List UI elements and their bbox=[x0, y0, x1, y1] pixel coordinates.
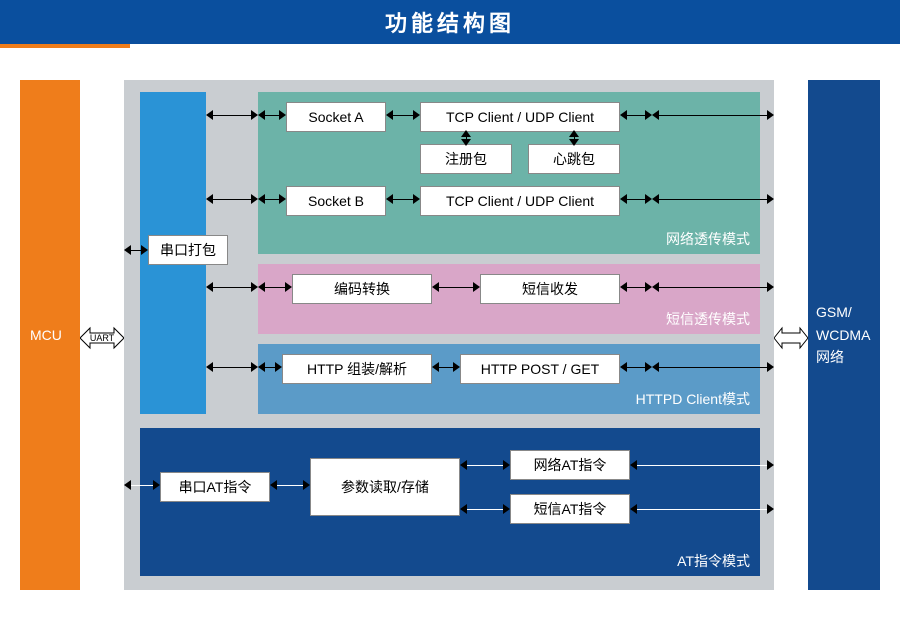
arrow-http-mid bbox=[432, 360, 460, 374]
http-post-label: HTTP POST / GET bbox=[481, 361, 600, 377]
gsm-label: GSM/ bbox=[816, 301, 852, 323]
sms-at-label: 短信AT指令 bbox=[534, 499, 607, 519]
serial-at-label: 串口AT指令 bbox=[179, 477, 252, 497]
arrow-sb-right bbox=[620, 192, 652, 206]
serial-pack-label: 串口打包 bbox=[160, 240, 216, 260]
arrow-col-net-b bbox=[206, 192, 258, 206]
arrow-at-mid1 bbox=[270, 478, 310, 492]
heart-pkt-label: 心跳包 bbox=[553, 149, 595, 169]
diagram: MCU UART 串口打包 网络透传模式 Socket A TCP Client… bbox=[20, 80, 880, 593]
sms-label: 短信收发 bbox=[522, 279, 578, 299]
header-title: 功能结构图 bbox=[385, 6, 515, 38]
arrow-net-out-b bbox=[652, 192, 774, 206]
arrow-http-right bbox=[620, 360, 652, 374]
arrow-reg-up bbox=[460, 130, 472, 146]
sms-at-box: 短信AT指令 bbox=[510, 494, 630, 524]
mcu-block: MCU bbox=[20, 80, 80, 590]
http-panel-label: HTTPD Client模式 bbox=[636, 389, 750, 409]
arrow-col-sms bbox=[206, 280, 258, 294]
arrow-http-left bbox=[258, 360, 282, 374]
uart-arrow: UART bbox=[80, 326, 124, 350]
http-assemble-label: HTTP 组装/解析 bbox=[307, 359, 407, 379]
net-panel-label: 网络透传模式 bbox=[666, 229, 750, 249]
arrow-net-out bbox=[652, 108, 774, 122]
socket-b-label: Socket B bbox=[308, 193, 364, 209]
net-at-box: 网络AT指令 bbox=[510, 450, 630, 480]
net-label: 网络 bbox=[816, 346, 844, 368]
orange-accent bbox=[0, 44, 130, 48]
at-panel-label: AT指令模式 bbox=[677, 551, 750, 571]
uart-label: UART bbox=[80, 326, 124, 350]
arrow-col-net-a bbox=[206, 108, 258, 122]
arrow-sb-mid bbox=[386, 192, 420, 206]
tcp-udp-a-box: TCP Client / UDP Client bbox=[420, 102, 620, 132]
http-post-box: HTTP POST / GET bbox=[460, 354, 620, 384]
wcdma-label: WCDMA bbox=[816, 324, 870, 346]
serial-pack-box: 串口打包 bbox=[148, 235, 228, 265]
arrow-at-in bbox=[124, 478, 160, 492]
arrow-at-net-out bbox=[630, 458, 774, 472]
mcu-label: MCU bbox=[30, 327, 62, 343]
socket-a-box: Socket A bbox=[286, 102, 386, 132]
param-box: 参数读取/存储 bbox=[310, 458, 460, 516]
arrow-sa-right bbox=[620, 108, 652, 122]
arrow-sa-left bbox=[258, 108, 286, 122]
encode-label: 编码转换 bbox=[334, 279, 390, 299]
arrow-sa-mid bbox=[386, 108, 420, 122]
serial-at-box: 串口AT指令 bbox=[160, 472, 270, 502]
arrow-sb-left bbox=[258, 192, 286, 206]
right-big-arrow bbox=[774, 326, 808, 350]
param-label: 参数读取/存储 bbox=[341, 477, 429, 497]
right-block: GSM/ WCDMA 网络 bbox=[808, 80, 880, 590]
net-at-label: 网络AT指令 bbox=[534, 455, 607, 475]
tcp-udp-b-label: TCP Client / UDP Client bbox=[446, 193, 594, 209]
sms-panel-label: 短信透传模式 bbox=[666, 309, 750, 329]
arrow-http-out bbox=[652, 360, 774, 374]
socket-b-box: Socket B bbox=[286, 186, 386, 216]
arrow-col-http bbox=[206, 360, 258, 374]
arrow-at-sms bbox=[460, 502, 510, 516]
arrow-at-sms-out bbox=[630, 502, 774, 516]
socket-a-label: Socket A bbox=[308, 109, 363, 125]
sms-box: 短信收发 bbox=[480, 274, 620, 304]
arrow-sms-out bbox=[652, 280, 774, 294]
heart-pkt-box: 心跳包 bbox=[528, 144, 620, 174]
arrow-serial-pack bbox=[124, 243, 148, 257]
reg-pkt-label: 注册包 bbox=[445, 149, 487, 169]
arrow-at-net bbox=[460, 458, 510, 472]
header: 功能结构图 bbox=[0, 0, 900, 44]
tcp-udp-a-label: TCP Client / UDP Client bbox=[446, 109, 594, 125]
encode-box: 编码转换 bbox=[292, 274, 432, 304]
tcp-udp-b-box: TCP Client / UDP Client bbox=[420, 186, 620, 216]
reg-pkt-box: 注册包 bbox=[420, 144, 512, 174]
arrow-heart-up bbox=[568, 130, 580, 146]
arrow-sms-mid bbox=[432, 280, 480, 294]
arrow-sms-right bbox=[620, 280, 652, 294]
arrow-sms-left bbox=[258, 280, 292, 294]
http-assemble-box: HTTP 组装/解析 bbox=[282, 354, 432, 384]
